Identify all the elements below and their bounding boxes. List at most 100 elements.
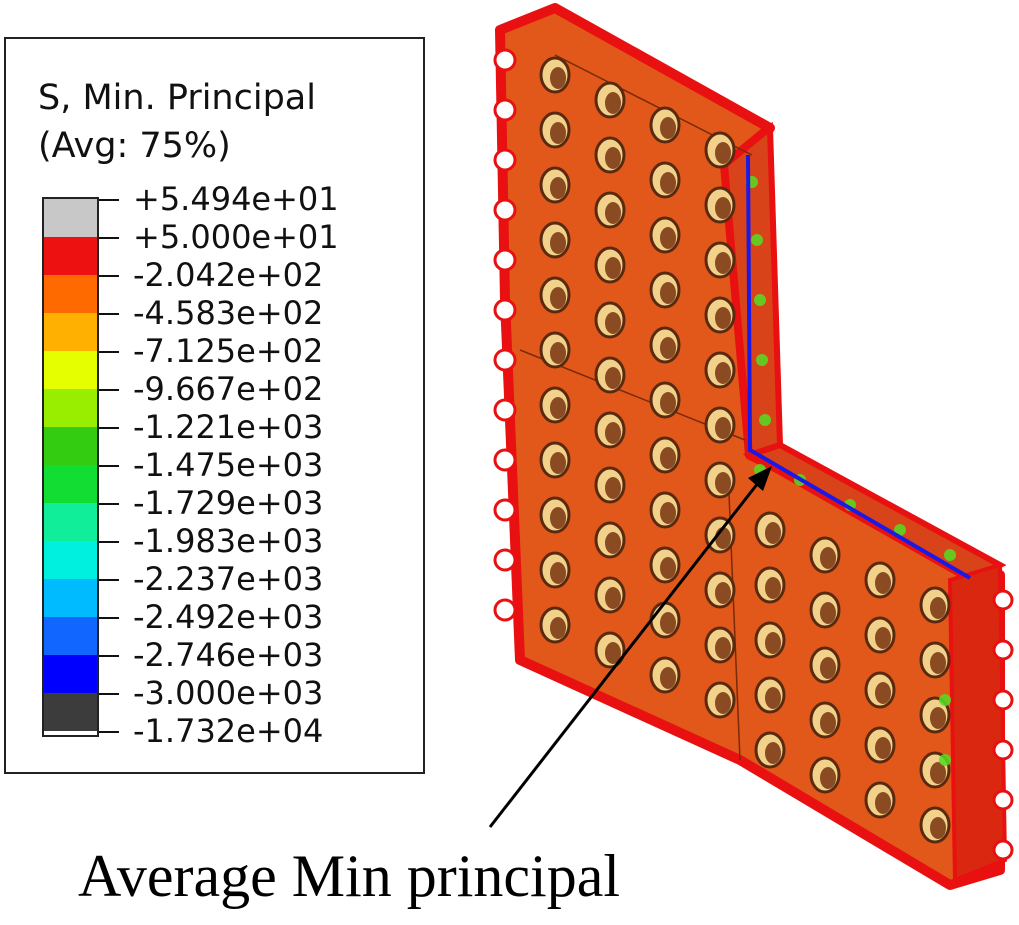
legend-swatch	[43, 693, 99, 731]
edge-notch	[493, 298, 517, 322]
bolt-hole-shadow	[820, 547, 836, 569]
bolt-hole-shadow	[605, 587, 621, 609]
legend-swatch	[43, 541, 99, 579]
bolt-hole-shadow	[765, 632, 781, 654]
legend-tick-label: +5.494e+01	[133, 180, 339, 218]
legend-tick	[99, 427, 119, 429]
bolt-hole-shadow	[605, 202, 621, 224]
bolt-hole-shadow	[660, 447, 676, 469]
measurement-path	[746, 154, 972, 580]
bolt-hole-shadow	[550, 122, 566, 144]
bolt-hole-shadow	[715, 417, 731, 439]
bolt-hole-shadow	[715, 252, 731, 274]
legend-tick	[99, 503, 119, 505]
bolt-hole-shadow	[765, 522, 781, 544]
bolt-hole-shadow	[660, 612, 676, 634]
bolt-hole-shadow	[875, 682, 891, 704]
legend-swatch	[43, 465, 99, 503]
legend-tick	[99, 351, 119, 353]
legend-tick-label: -2.237e+03	[133, 560, 324, 598]
legend-tick-label: -2.492e+03	[133, 598, 324, 636]
legend-tick-label: -2.042e+02	[133, 256, 324, 294]
bolt-hole-shadow	[765, 687, 781, 709]
annotation-label: Average Min principal	[78, 843, 621, 909]
legend-tick-label: -1.983e+03	[133, 522, 324, 560]
stress-highlight	[939, 694, 951, 706]
legend-tick	[99, 237, 119, 239]
bolt-hole-shadow	[605, 422, 621, 444]
bolt-hole-shadow	[550, 562, 566, 584]
legend-tick	[99, 655, 119, 657]
bolt-hole-shadow	[715, 582, 731, 604]
legend-tick-label: -4.583e+02	[133, 294, 324, 332]
legend-swatch	[43, 503, 99, 541]
stress-highlight	[944, 549, 956, 561]
edge-notch	[992, 639, 1014, 661]
bolt-hole-shadow	[660, 117, 676, 139]
bolt-hole-shadow	[930, 597, 946, 619]
legend-swatch	[43, 313, 99, 351]
bolt-hole-shadow	[765, 577, 781, 599]
legend-tick	[99, 579, 119, 581]
bolt-hole-shadow	[875, 737, 891, 759]
bolt-hole-shadow	[605, 312, 621, 334]
bolt-hole-shadow	[550, 397, 566, 419]
bolt-hole-shadow	[550, 287, 566, 309]
bolt-hole-shadow	[820, 602, 836, 624]
bolt-hole-shadow	[550, 617, 566, 639]
legend-subtitle: (Avg: 75%)	[38, 126, 231, 166]
legend-tick	[99, 199, 119, 201]
edge-notch	[493, 98, 517, 122]
legend-tick-label: +5.000e+01	[133, 218, 339, 256]
bolt-hole-shadow	[605, 147, 621, 169]
legend-tick-label: -1.732e+04	[133, 712, 324, 750]
bolt-hole-shadow	[605, 477, 621, 499]
legend-tick-label: -1.221e+03	[133, 408, 324, 446]
legend-swatch	[43, 389, 99, 427]
bolt-hole-shadow	[660, 227, 676, 249]
legend-tick	[99, 541, 119, 543]
bolt-hole-shadow	[715, 692, 731, 714]
bolt-hole-shadow	[715, 472, 731, 494]
bolt-hole-shadow	[660, 557, 676, 579]
bolt-hole-shadow	[605, 367, 621, 389]
bolt-hole-shadow	[715, 637, 731, 659]
legend-title: S, Min. Principal	[38, 78, 316, 118]
edge-notch	[493, 248, 517, 272]
stress-highlight	[751, 234, 763, 246]
edge-notch	[493, 348, 517, 372]
bolt-hole-shadow	[660, 337, 676, 359]
legend-tick	[99, 465, 119, 467]
edge-notch	[493, 598, 517, 622]
edge-notch	[992, 789, 1014, 811]
edge-notch	[992, 739, 1014, 761]
edge-notch	[493, 148, 517, 172]
edge-notch	[493, 498, 517, 522]
legend-tick-label: -2.746e+03	[133, 636, 324, 674]
edge-notch	[992, 689, 1014, 711]
legend-swatch	[43, 351, 99, 389]
legend-tick-label: -9.667e+02	[133, 370, 324, 408]
edge-notch	[493, 198, 517, 222]
bolt-hole-shadow	[930, 762, 946, 784]
legend-tick	[99, 731, 119, 733]
stress-highlight	[939, 754, 951, 766]
legend-tick-label: -3.000e+03	[133, 674, 324, 712]
bolt-hole-shadow	[550, 67, 566, 89]
bracket-model	[493, 3, 1014, 890]
edge-notch	[493, 548, 517, 572]
stress-highlight	[754, 294, 766, 306]
bolt-hole-shadow	[660, 392, 676, 414]
bolt-hole-shadow	[660, 282, 676, 304]
bolt-hole-shadow	[550, 342, 566, 364]
bolt-hole-shadow	[605, 642, 621, 664]
bolt-hole-shadow	[715, 307, 731, 329]
edge-notch	[493, 48, 517, 72]
bolt-hole-shadow	[715, 197, 731, 219]
legend-tick	[99, 693, 119, 695]
edge-notch	[992, 589, 1014, 611]
legend-swatch-frame	[42, 197, 99, 737]
bolt-hole-shadow	[715, 362, 731, 384]
stress-highlight	[894, 524, 906, 536]
